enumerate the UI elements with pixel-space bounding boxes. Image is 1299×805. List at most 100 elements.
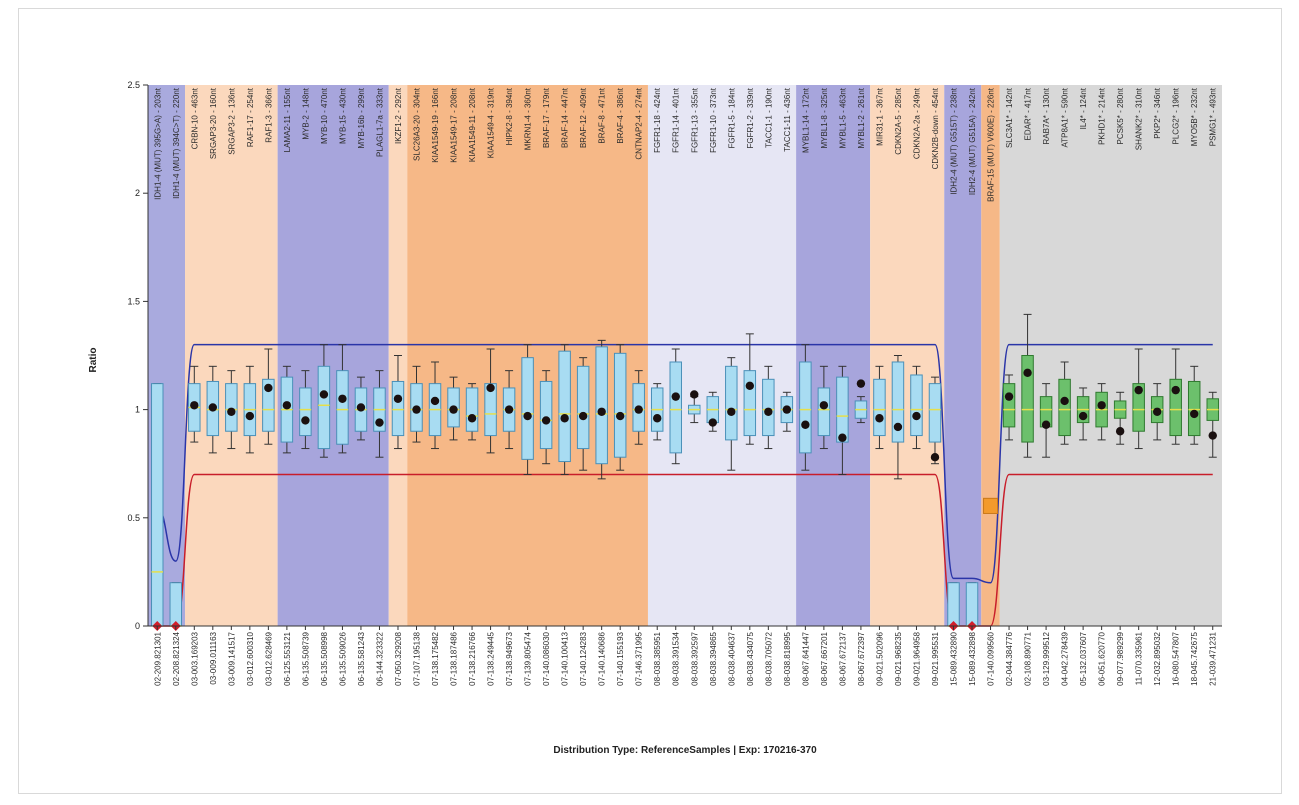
- box-37: [836, 376, 849, 443]
- box-33: [762, 378, 775, 437]
- probe-point-29: [690, 390, 699, 399]
- x-tick-label-27: 08-038.385951: [653, 631, 662, 685]
- probe-label-42: CDKN2B-down - 454nt: [931, 87, 940, 169]
- probe-point-10: [338, 394, 347, 403]
- box-28: [669, 361, 682, 454]
- box-22: [558, 350, 571, 463]
- x-tick-label-30: 08-038.394865: [709, 631, 718, 685]
- probe-label-9: MYB-10 - 470nt: [320, 87, 329, 144]
- x-tick-label-33: 08-038.705072: [764, 631, 773, 685]
- box-39: [873, 378, 886, 437]
- x-tick-label-3: 03-009.011163: [209, 631, 218, 684]
- probe-point-37: [838, 433, 847, 442]
- x-tick-label-44: 15-089.432898: [968, 631, 977, 685]
- y-tick-label-1: 0.5: [127, 513, 140, 523]
- x-tick-label-28: 08-038.391534: [672, 631, 681, 685]
- probe-labels: IDH1-4 (MUT) 395G>A) - 203nt 02-209.82130…: [153, 87, 1217, 686]
- probe-point-19: [504, 405, 514, 414]
- x-tick-label-4: 03-009.141517: [227, 631, 236, 685]
- box-31: [725, 365, 738, 441]
- box-42: [928, 383, 942, 443]
- probe-point-7: [282, 401, 292, 410]
- x-tick-label-16: 07-138.187486: [450, 631, 459, 685]
- probe-label-0: IDH1-4 (MUT) 395G>A) - 203nt: [153, 87, 162, 200]
- probe-point-50: [1078, 411, 1088, 421]
- y-tick-label-2: 1: [135, 405, 140, 415]
- probe-label-45: BRAF-15 (MUT) V600E) - 226nt: [987, 87, 996, 202]
- x-tick-label-6: 03-012.628469: [264, 631, 273, 685]
- probe-label-44: IDH2-4 (MUT) G515A) - 242nt: [968, 87, 977, 195]
- probe-point-21: [541, 416, 551, 425]
- probe-point-42: [930, 453, 940, 462]
- probe-point-38: [856, 379, 866, 388]
- probe-label-47: EDAR* - 417nt: [1024, 87, 1033, 140]
- y-tick-label-3: 1.5: [127, 296, 140, 306]
- band-10: [999, 85, 1222, 626]
- probe-point-56: [1190, 409, 1199, 419]
- probe-point-8: [301, 416, 310, 425]
- x-tick-label-14: 07-107.195138: [413, 631, 422, 685]
- probe-point-22: [560, 414, 569, 423]
- x-tick-label-43: 15-089.432890: [950, 631, 959, 685]
- x-tick-label-46: 02-044.384776: [1005, 631, 1014, 685]
- probe-label-53: SHANK2* - 310nt: [1135, 87, 1144, 150]
- probe-label-29: FGFR1-13 - 355nt: [690, 87, 699, 153]
- x-tick-label-10: 06-135.509026: [338, 631, 347, 685]
- probe-label-31: FGFR1-5 - 184nt: [727, 87, 736, 148]
- x-tick-label-2: 03-003.169203: [190, 631, 199, 685]
- box-41: [910, 374, 923, 437]
- y-axis-label: Ratio: [88, 348, 99, 373]
- band-6: [796, 85, 871, 626]
- box-10: [336, 370, 349, 445]
- probe-point-51: [1097, 401, 1106, 410]
- x-tick-label-41: 09-021.964958: [912, 631, 921, 685]
- probe-label-6: RAF1-3 - 366nt: [264, 87, 273, 142]
- probe-point-6: [264, 383, 273, 393]
- x-tick-label-50: 05-132.037607: [1079, 631, 1088, 685]
- x-tick-label-23: 07-140.124283: [579, 631, 588, 685]
- probe-label-8: MYB-2 - 148nt: [301, 87, 310, 139]
- x-tick-label-19: 07-138.949673: [505, 631, 514, 685]
- band-5: [647, 85, 797, 626]
- probe-label-32: FGFR1-2 - 339nt: [746, 87, 755, 148]
- probe-point-14: [412, 405, 421, 414]
- x-tick-label-12: 06-144.323322: [375, 631, 384, 685]
- probe-point-31: [727, 407, 736, 416]
- probe-point-54: [1152, 407, 1162, 416]
- box-17: [465, 387, 479, 432]
- probe-point-32: [745, 381, 755, 390]
- probe-point-35: [801, 420, 810, 429]
- probe-label-46: SLC3A1* - 142nt: [1005, 87, 1014, 148]
- x-tick-label-9: 06-135.508998: [320, 631, 329, 685]
- x-tick-label-57: 21-039.471231: [1209, 631, 1218, 685]
- probe-label-4: SRGAP3-2 - 136nt: [227, 87, 236, 154]
- box-6: [262, 378, 275, 432]
- x-tick-label-20: 07-139.805474: [524, 631, 533, 685]
- probe-point-23: [578, 411, 588, 421]
- probe-label-19: HIPK2-8 - 394nt: [505, 87, 514, 145]
- probe-label-34: TACC1-11 - 436nt: [783, 87, 792, 152]
- x-tick-label-22: 07-140.100413: [561, 631, 570, 685]
- x-tick-label-45: 07-140.099560: [987, 631, 996, 685]
- probe-point-34: [782, 405, 792, 414]
- probe-point-25: [615, 411, 625, 421]
- box-55: [1169, 378, 1182, 437]
- box-53: [1132, 383, 1145, 432]
- probe-label-38: MYBL1-2 - 261nt: [857, 87, 866, 148]
- band-7: [870, 85, 945, 626]
- probe-label-5: RAF1-17 - 254nt: [246, 87, 255, 147]
- probe-label-37: MYBL1-5 - 463nt: [838, 87, 847, 148]
- x-tick-label-35: 08-067.641447: [801, 631, 810, 685]
- probe-point-16: [449, 405, 458, 414]
- probe-label-51: PKHD1* - 214nt: [1098, 87, 1107, 145]
- probe-point-48: [1041, 420, 1051, 429]
- probe-label-1: IDH1-4 (MUT) 394C>T) - 220nt: [172, 87, 181, 199]
- probe-label-35: MYBL1-14 - 172nt: [801, 87, 810, 153]
- x-tick-label-5: 03-012.600310: [246, 631, 255, 685]
- probe-point-40: [893, 422, 903, 432]
- probe-point-30: [708, 418, 717, 427]
- probe-label-28: FGFR1-14 - 401nt: [672, 87, 681, 153]
- y-tick-label-5: 2.5: [127, 80, 140, 90]
- probe-marker-45: [983, 497, 999, 514]
